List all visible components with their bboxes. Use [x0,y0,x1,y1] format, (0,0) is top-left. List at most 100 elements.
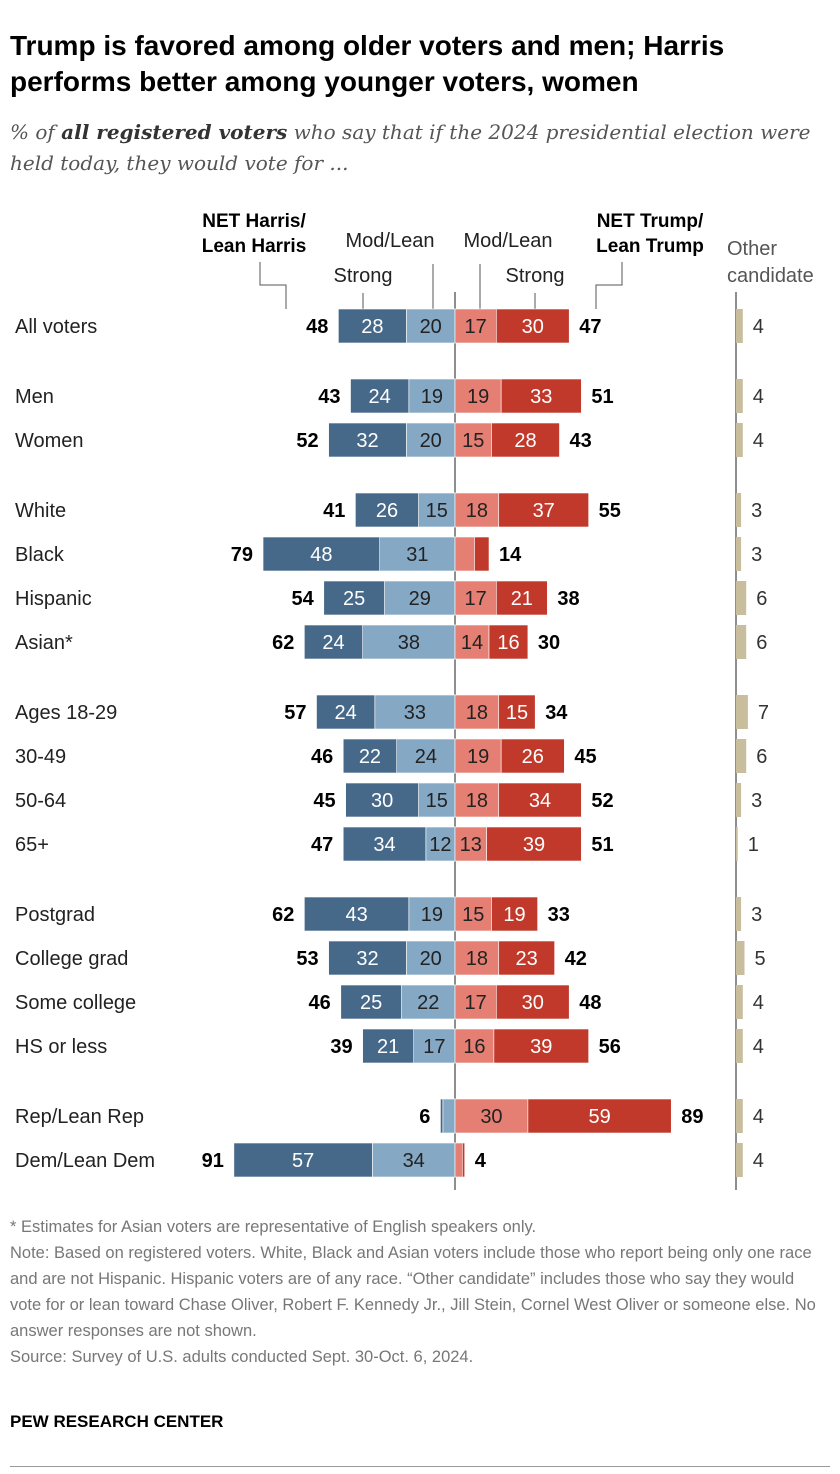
bar-trump-strong [496,580,548,616]
bar-trump-strong [486,826,582,862]
bar-label-trump-strong: 15 [506,702,528,724]
bar-label-trump-mod: 16 [463,1036,485,1058]
other-value: 6 [756,746,767,768]
header-net-harris: NET Harris/ [202,211,306,232]
bar-harris-strong [233,1142,373,1178]
bar-label-trump-strong: 30 [522,316,544,338]
bar-label-harris-strong: 25 [343,588,365,610]
bar-label-harris-strong: 30 [371,790,393,812]
net-harris-value: 46 [311,746,333,768]
bar-harris-strong [362,1028,414,1064]
header-other: candidate [727,265,814,287]
bar-other [736,1143,743,1177]
row-label: Some college [15,992,136,1014]
bar-label-harris-strong: 57 [292,1150,314,1172]
bar-label-harris-mod: 20 [420,316,442,338]
row-label: White [15,500,66,522]
net-harris-value: 47 [311,834,333,856]
row-label: Asian* [15,632,73,654]
bar-trump-mod [454,422,492,458]
bar-label-trump-strong: 33 [530,386,552,408]
bar-label-trump-strong: 19 [503,904,525,926]
header-net-harris: Lean Harris [202,236,307,257]
header-harris-strong: Strong [334,265,393,287]
bar-trump-strong [493,1028,589,1064]
bar-other [736,625,747,659]
bar-trump-mod [454,826,487,862]
bar-label-harris-mod: 15 [426,790,448,812]
bar-label-harris-strong: 34 [373,834,395,856]
bar-harris-strong [350,378,410,414]
other-value: 4 [753,1036,764,1058]
net-harris-value: 39 [330,1036,352,1058]
bar-trump-strong [491,422,560,458]
net-harris-value: 79 [231,544,253,566]
leader-line-net-trump [595,262,623,309]
bar-harris-strong [304,896,410,932]
other-value: 7 [758,702,769,724]
net-trump-value: 30 [538,632,560,654]
chart: NET Harris/Lean Harris Mod/Lean Strong Mod/… [15,211,814,1190]
bar-label-trump-strong: 39 [523,834,545,856]
bar-label-trump-mod: 13 [460,834,482,856]
bar-label-harris-mod: 15 [426,500,448,522]
bar-other [736,985,743,1019]
bar-harris-mod [406,940,456,976]
net-trump-value: 56 [599,1036,621,1058]
other-value: 3 [751,500,762,522]
bar-trump-strong [500,378,582,414]
subtitle-suffix: who say that if the 2024 presidential el… [10,120,811,175]
row-label: Women [15,430,84,452]
bar-label-trump-mod: 30 [480,1106,502,1128]
bar-trump-mod [454,1028,495,1064]
row-label: College grad [15,948,128,970]
bar-label-harris-strong: 24 [335,702,357,724]
row-label: Dem/Lean Dem [15,1150,155,1172]
net-trump-value: 51 [591,834,613,856]
bar-harris-strong [316,694,376,730]
bar-other [736,941,745,975]
net-trump-value: 4 [475,1150,487,1172]
bar-label-trump-mod: 15 [462,430,484,452]
footer-notes: * Estimates for Asian voters are represe… [10,1214,825,1370]
bar-label-harris-strong: 25 [360,992,382,1014]
bar-label-trump-mod: 19 [467,386,489,408]
row-label: Men [15,386,54,408]
row-label: All voters [15,316,97,338]
subtitle-bold: all registered voters [61,120,288,144]
bar-trump-strong [474,536,490,572]
net-trump-value: 52 [591,790,613,812]
net-trump-value: 45 [574,746,596,768]
other-value: 1 [748,834,759,856]
bar-label-trump-mod: 17 [465,992,487,1014]
bar-harris-strong [355,492,419,528]
net-trump-value: 43 [569,430,591,452]
bar-other [736,1029,743,1063]
bar-label-trump-mod: 15 [462,904,484,926]
net-harris-value: 43 [318,386,340,408]
bar-harris-mod [408,896,456,932]
net-trump-value: 38 [557,588,579,610]
bar-harris-strong [262,536,380,572]
bar-other [736,309,743,343]
subtitle-prefix: % of [10,120,62,144]
bar-trump-strong [498,940,555,976]
other-value: 3 [751,904,762,926]
bar-label-harris-mod: 33 [404,702,426,724]
bar-label-harris-mod: 19 [421,386,443,408]
other-value: 5 [755,948,766,970]
row-label: 30-49 [15,746,66,768]
bar-harris-mod [379,536,456,572]
bar-harris-strong [342,738,397,774]
other-value: 4 [753,386,764,408]
bar-label-trump-strong: 16 [497,632,519,654]
net-harris-value: 41 [323,500,345,522]
net-trump-value: 47 [579,316,601,338]
bar-other [736,695,748,729]
net-trump-value: 34 [545,702,568,724]
bar-label-harris-strong: 48 [310,544,332,566]
bar-other [736,379,743,413]
bar-label-harris-mod: 24 [415,746,437,768]
net-trump-value: 33 [548,904,570,926]
bar-trump-strong [498,694,536,730]
